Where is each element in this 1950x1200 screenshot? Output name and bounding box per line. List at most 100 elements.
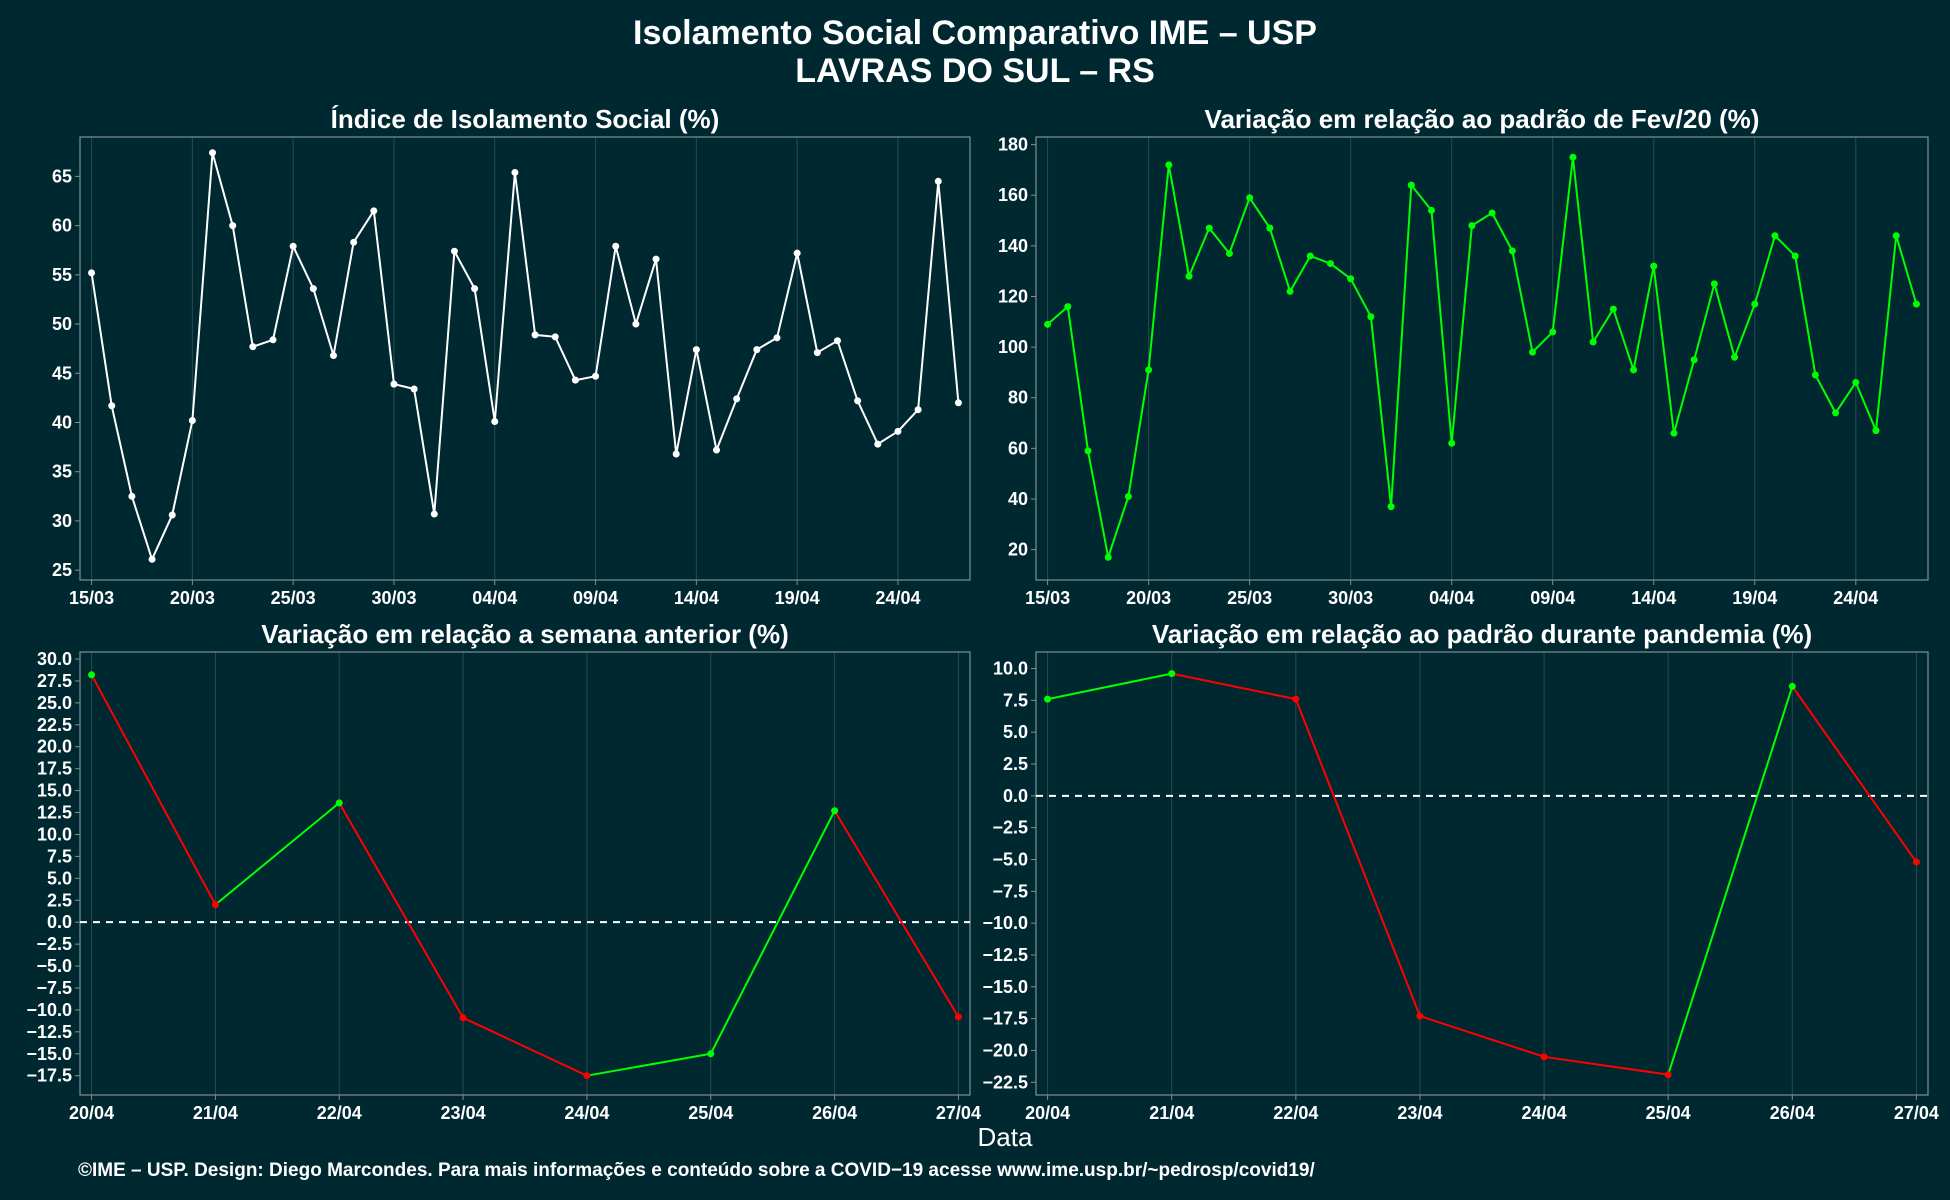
y-tick-label: 5.0 <box>47 868 72 888</box>
data-point <box>1832 409 1840 417</box>
series-line <box>1046 157 1918 562</box>
x-tick-label: 15/03 <box>69 588 114 608</box>
panel-variation-pandemic: Variação em relação ao padrão durante pa… <box>982 619 1938 1123</box>
data-point <box>1124 492 1132 500</box>
panel-title: Índice de Isolamento Social (%) <box>331 104 720 134</box>
panel-variation-feb: Variação em relação ao padrão de Fev/20 … <box>998 104 1929 608</box>
data-point <box>1771 232 1779 240</box>
data-point <box>934 177 942 185</box>
data-point <box>1326 260 1334 268</box>
data-point <box>459 1014 467 1022</box>
y-tick-label: −17.5 <box>26 1066 72 1086</box>
data-point <box>491 418 499 426</box>
data-point <box>1448 439 1456 447</box>
data-point <box>954 399 962 407</box>
data-point <box>1664 1071 1672 1079</box>
plot-frame <box>79 651 971 1096</box>
y-tick-label: −20.0 <box>982 1040 1028 1060</box>
series-line <box>90 152 960 563</box>
y-tick-label: 20 <box>1008 540 1028 560</box>
series-segment <box>1419 1015 1545 1058</box>
y-tick-label: 180 <box>998 135 1028 155</box>
data-point <box>1872 427 1880 435</box>
x-tick-label: 24/04 <box>1833 588 1878 608</box>
data-point <box>309 285 317 293</box>
data-point <box>148 555 156 563</box>
x-tick-label: 14/04 <box>1631 588 1676 608</box>
y-tick-label: 2.5 <box>1003 754 1028 774</box>
y-tick-label: 65 <box>52 166 72 186</box>
series-segment <box>1171 672 1297 701</box>
data-point <box>831 807 839 815</box>
y-tick-label: 2.5 <box>47 890 72 910</box>
y-tick-label: 0.0 <box>47 912 72 932</box>
data-point <box>1670 429 1678 437</box>
data-point <box>229 222 237 230</box>
y-tick-label: 40 <box>52 412 72 432</box>
y-tick-label: 60 <box>52 216 72 236</box>
data-point <box>1387 503 1395 511</box>
data-point <box>289 242 297 250</box>
plot-frame <box>79 136 971 581</box>
caption-credit: ©IME – USP. Design: Diego Marcondes. Par… <box>78 1160 1315 1181</box>
data-point <box>1427 206 1435 214</box>
data-point <box>793 249 801 257</box>
data-point <box>1044 320 1052 328</box>
data-point <box>583 1072 591 1080</box>
data-point <box>551 333 559 341</box>
data-point <box>1347 275 1355 283</box>
series-segment <box>214 802 340 906</box>
y-tick-label: 25 <box>52 560 72 580</box>
data-point <box>733 395 741 403</box>
plot-frame <box>1035 136 1929 581</box>
y-tick-label: 15.0 <box>37 781 72 801</box>
x-tick-label: 15/03 <box>1025 588 1070 608</box>
x-tick-label: 22/04 <box>317 1103 362 1123</box>
data-point <box>410 385 418 393</box>
x-tick-label: 04/04 <box>472 588 517 608</box>
data-point <box>1468 222 1476 230</box>
x-tick-label: 25/04 <box>688 1103 733 1123</box>
series-segment <box>1791 685 1918 863</box>
data-point <box>390 380 398 388</box>
data-point <box>168 511 176 519</box>
data-point <box>914 406 922 414</box>
data-point <box>1811 371 1819 379</box>
plot-frame <box>1035 651 1929 1096</box>
data-point <box>1104 553 1112 561</box>
x-tick-label: 27/04 <box>1894 1103 1939 1123</box>
x-tick-label: 22/04 <box>1273 1103 1318 1123</box>
y-tick-label: −15.0 <box>982 977 1028 997</box>
data-point <box>350 238 358 246</box>
y-tick-label: 40 <box>1008 489 1028 509</box>
data-point <box>1609 305 1617 313</box>
y-tick-label: −10.0 <box>26 1000 72 1020</box>
y-tick-label: 10.0 <box>37 824 72 844</box>
data-point <box>1912 858 1920 866</box>
data-point <box>211 901 219 909</box>
series-segment <box>462 1016 588 1077</box>
data-point <box>854 397 862 405</box>
y-tick-label: −17.5 <box>982 1009 1028 1029</box>
series-segment <box>1294 698 1421 1017</box>
data-point <box>954 1013 962 1021</box>
data-point <box>128 492 136 500</box>
data-point <box>1690 356 1698 364</box>
main-title-line-2: LAVRAS DO SUL – RS <box>795 52 1155 90</box>
x-tick-label: 26/04 <box>1770 1103 1815 1123</box>
data-point <box>1912 300 1920 308</box>
y-tick-label: −5.0 <box>36 956 72 976</box>
panel-variation-previous-week: Variação em relação a semana anterior (%… <box>26 619 981 1123</box>
series-segment <box>338 802 464 1019</box>
data-point <box>1185 272 1193 280</box>
y-tick-label: 10.0 <box>993 659 1028 679</box>
data-point <box>108 402 116 410</box>
data-point <box>1630 366 1638 374</box>
x-tick-label: 20/04 <box>69 1103 114 1123</box>
y-tick-label: 80 <box>1008 388 1028 408</box>
y-tick-label: 30 <box>52 511 72 531</box>
data-point <box>1225 249 1233 257</box>
x-tick-label: 25/04 <box>1646 1103 1691 1123</box>
y-tick-label: 160 <box>998 185 1028 205</box>
